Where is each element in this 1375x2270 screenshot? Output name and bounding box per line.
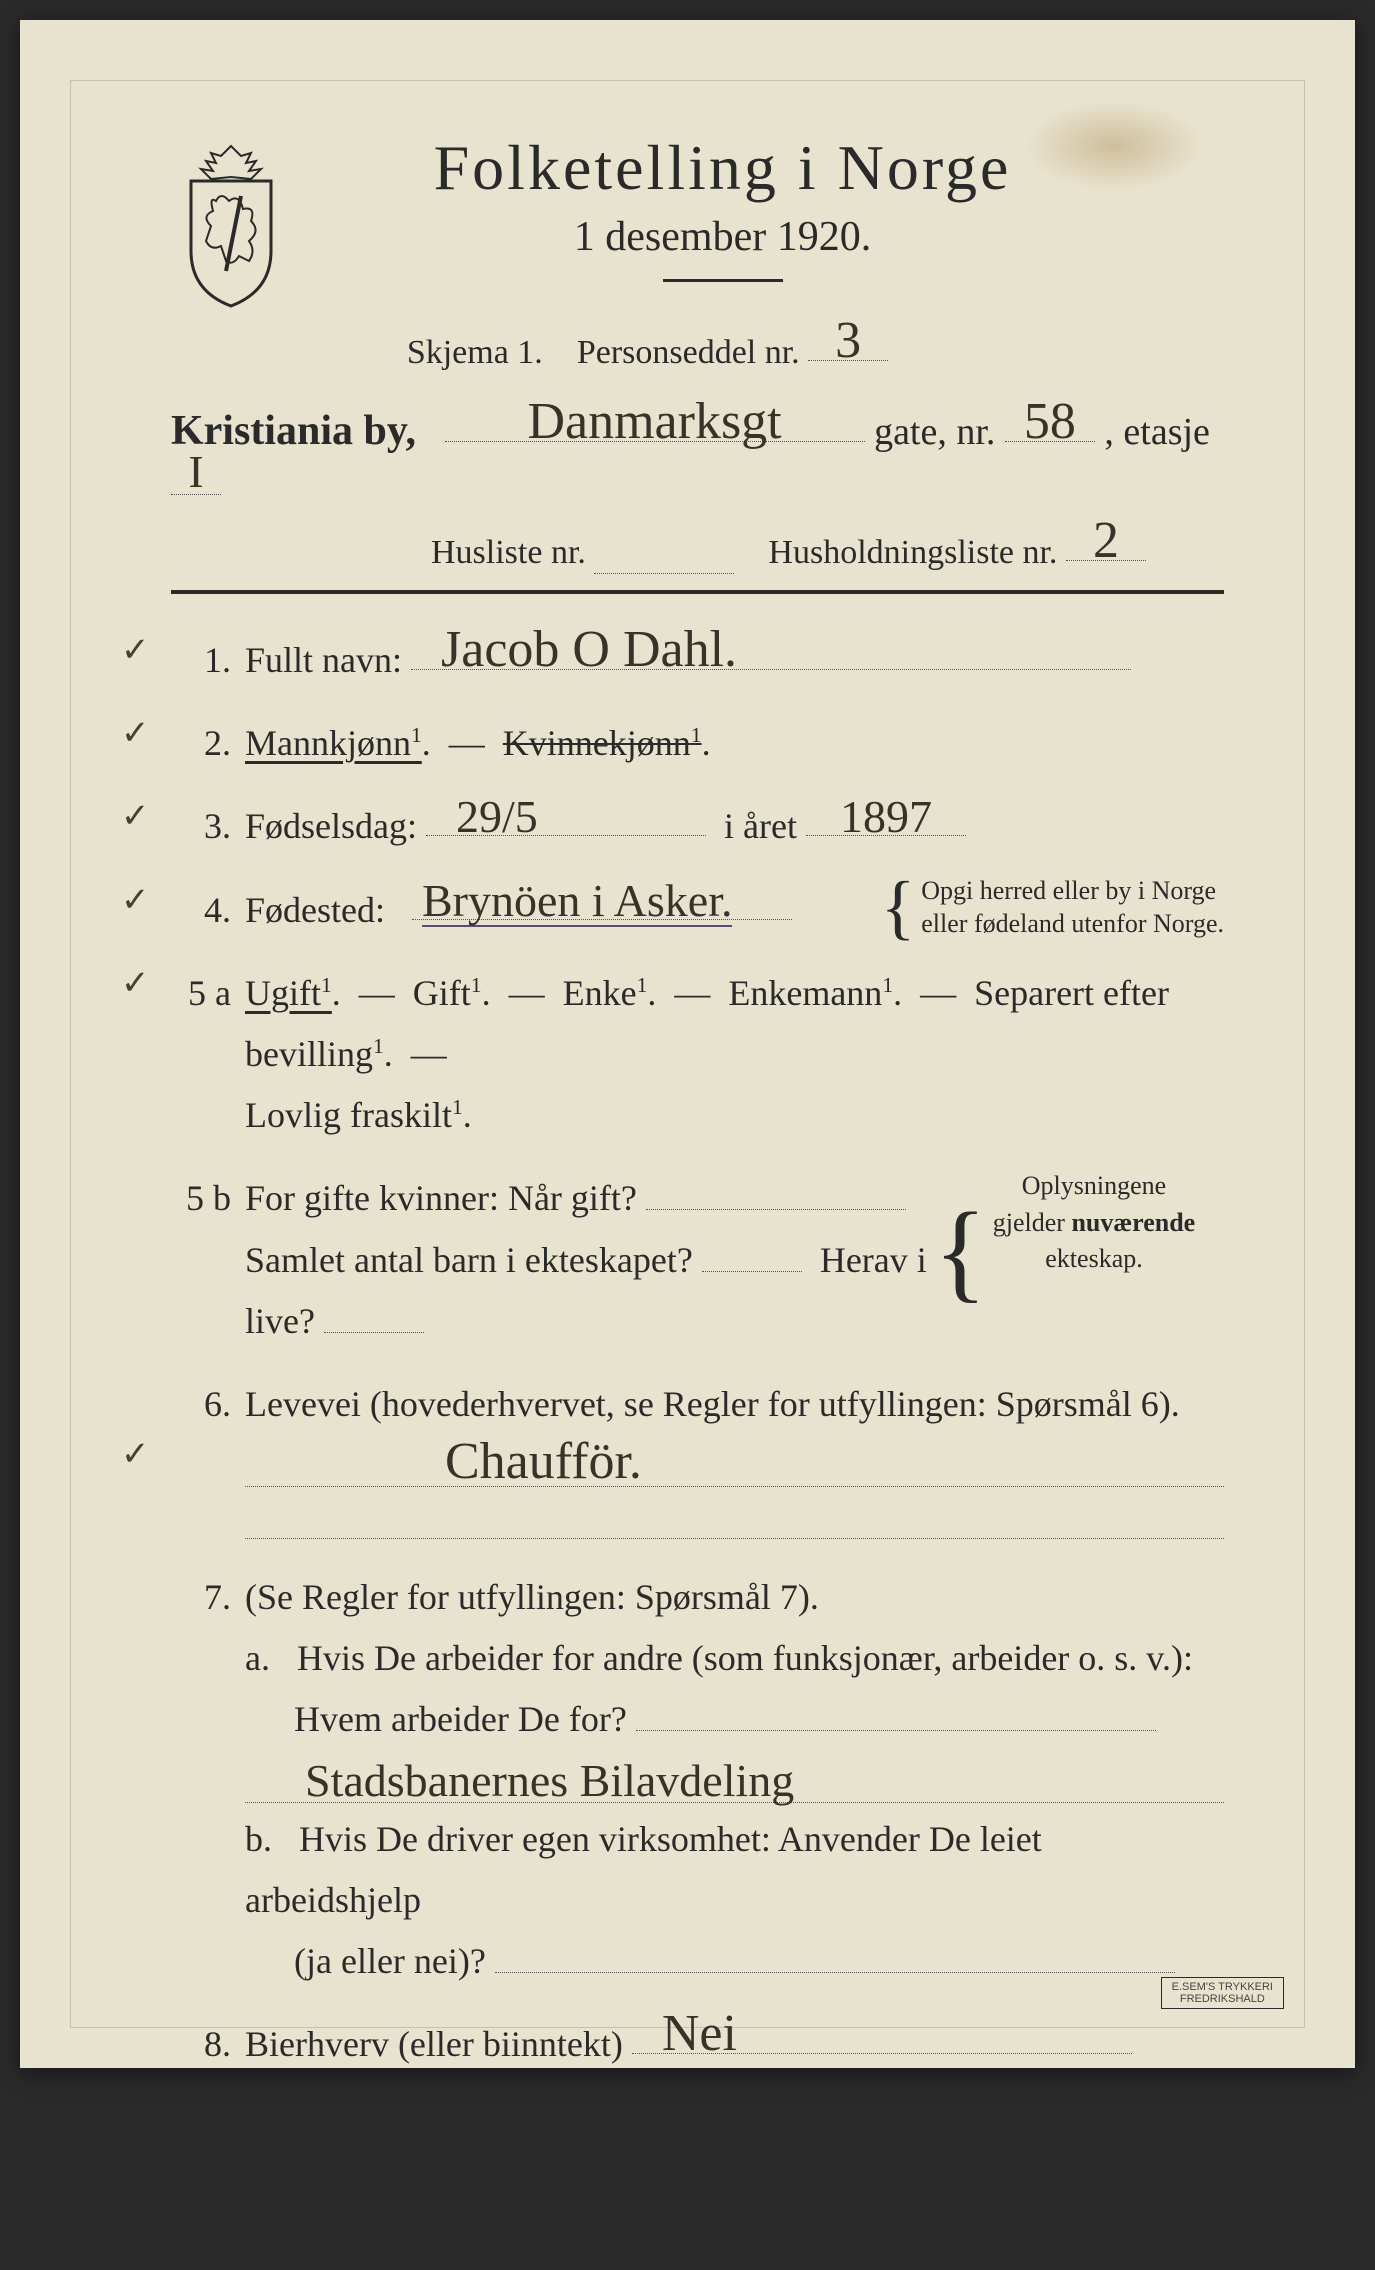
document-inner: Folketelling i Norge 1 desember 1920. Sk… xyxy=(70,80,1305,2028)
birth-day-value: 29/5 xyxy=(456,794,538,840)
status-separert: Separert efter bevilling1 xyxy=(245,973,1169,1074)
section-divider xyxy=(171,590,1224,594)
q7a-answer-line: Stadsbanernes Bilavdeling xyxy=(245,1757,1224,1803)
q5b-l1: For gifte kvinner: Når gift? xyxy=(245,1178,637,1218)
status-enke: Enke1 xyxy=(563,973,648,1013)
husholdning-nr-value: 2 xyxy=(1093,515,1119,567)
question-5a: ✓ 5 a Ugift1. — Gift1. — Enke1. — Enkema… xyxy=(171,963,1224,1147)
document-page: Folketelling i Norge 1 desember 1920. Sk… xyxy=(20,20,1355,2068)
address-line: Kristiania by, Danmarksgt gate, nr. 58 ,… xyxy=(171,402,1224,503)
footnote-rule xyxy=(171,2221,411,2223)
main-title: Folketelling i Norge xyxy=(321,131,1124,205)
q7b-l2: (ja eller nei)? xyxy=(294,1941,486,1981)
q2-num: 2. xyxy=(171,722,231,764)
occupation-value: Chaufför. xyxy=(445,1436,642,1488)
question-1: ✓ 1. Fullt navn: Jacob O Dahl. xyxy=(171,630,1224,691)
q5b-note-l1: Oplysningene xyxy=(1022,1171,1166,1200)
coat-of-arms-icon xyxy=(171,141,291,311)
q4-note-l1: Opgi herred eller by i Norge xyxy=(921,876,1216,905)
q6-label: Levevei (hovederhvervet, se Regler for u… xyxy=(245,1384,1180,1424)
birth-year-value: 1897 xyxy=(840,794,932,840)
question-5b: 5 b For gifte kvinner: Når gift? Samlet … xyxy=(171,1168,1224,1352)
q3-label1: Fødselsdag: xyxy=(245,806,417,846)
q7a-l1: Hvis De arbeider for andre (som funksjon… xyxy=(297,1638,1193,1678)
check-mark-icon: ✓ xyxy=(121,796,150,836)
question-4: ✓ 4. Fødested: Brynöen i Asker. { Opgi h… xyxy=(171,880,1224,941)
husliste-line: Husliste nr. Husholdningsliste nr. 2 xyxy=(171,521,1224,574)
q3-label2: i året xyxy=(724,806,797,846)
q7a-l2: Hvem arbeider De for? xyxy=(294,1699,627,1739)
paper-stain xyxy=(1024,101,1204,191)
full-name-value: Jacob O Dahl. xyxy=(441,624,737,676)
check-mark-icon: ✓ xyxy=(121,630,150,670)
q1-num: 1. xyxy=(171,639,231,681)
q1-label: Fullt navn: xyxy=(245,640,402,680)
q6-answer-line: Chaufför. xyxy=(245,1441,1224,1487)
q5b-num: 5 b xyxy=(171,1177,231,1219)
side-occupation-value: Nei xyxy=(662,2008,737,2060)
question-6: ✓ 6. Levevei (hovederhvervet, se Regler … xyxy=(171,1374,1224,1545)
footnote: 1 Her kan svares ved tydelig understrekn… xyxy=(171,2242,1224,2270)
q5a-options: Ugift1. — Gift1. — Enke1. — Enkemann1. —… xyxy=(245,963,1224,1147)
check-mark-icon: ✓ xyxy=(121,880,150,920)
question-8: 8. Bierhverv (eller biinntekt) Nei xyxy=(171,2014,1224,2075)
status-fraskilt: Lovlig fraskilt1 xyxy=(245,1095,463,1135)
q7-label: (Se Regler for utfyllingen: Spørsmål 7). xyxy=(245,1577,819,1617)
gender-female: Kvinnekjønn1 xyxy=(503,723,702,763)
q4-note-l2: eller fødeland utenfor Norge. xyxy=(921,909,1224,938)
street-name-value: Danmarksgt xyxy=(527,396,781,448)
q5b-note-l2: gjelder nuværende xyxy=(993,1208,1195,1237)
q4-label: Fødested: xyxy=(245,890,385,930)
printer-stamp: E.SEM'S TRYKKERI FREDRIKSHALD xyxy=(1161,1977,1284,2009)
footnote-num: 1 xyxy=(171,2242,178,2258)
check-mark-icon: ✓ xyxy=(121,1434,150,1474)
footer-rule xyxy=(245,2125,1224,2127)
q3-num: 3. xyxy=(171,805,231,847)
skjema-label: Skjema 1. xyxy=(407,334,543,371)
form-id-line: Skjema 1. Personseddel nr. 3 xyxy=(171,321,1224,372)
q6-blank-line xyxy=(245,1493,1224,1539)
q7a-label: a. xyxy=(245,1638,270,1678)
status-ugift: Ugift1 xyxy=(245,973,332,1013)
q4-num: 4. xyxy=(171,889,231,931)
personseddel-nr: 3 xyxy=(835,315,861,367)
etasje-label: , etasje xyxy=(1104,411,1210,453)
q5a-num: 5 a xyxy=(171,972,231,1014)
q7-num: 7. xyxy=(171,1576,231,1618)
question-7: 7. (Se Regler for utfyllingen: Spørsmål … xyxy=(171,1567,1224,1992)
check-mark-icon: ✓ xyxy=(121,963,150,1003)
husliste-label: Husliste nr. xyxy=(431,534,586,571)
q6-num: 6. xyxy=(171,1383,231,1425)
title-rule xyxy=(663,279,783,282)
birthplace-value: Brynöen i Asker. xyxy=(422,878,732,927)
personseddel-label: Personseddel nr. xyxy=(577,334,800,371)
etasje-value: I xyxy=(188,449,203,495)
question-3: ✓ 3. Fødselsdag: 29/5 i året 1897 xyxy=(171,796,1224,857)
q4-note: { Opgi herred eller by i Norge eller fød… xyxy=(881,874,1224,942)
status-enkemann: Enkemann1 xyxy=(728,973,893,1013)
employer-value: Stadsbanernes Bilavdeling xyxy=(305,1758,794,1804)
husholdning-label: Husholdningsliste nr. xyxy=(768,534,1057,571)
printer-l1: E.SEM'S TRYKKERI xyxy=(1172,1981,1273,1993)
question-2: ✓ 2. Mannkjønn1. — Kvinnekjønn1. xyxy=(171,713,1224,774)
q5b-l2a: Samlet antal barn i ekteskapet? xyxy=(245,1240,693,1280)
check-mark-icon: ✓ xyxy=(121,713,150,753)
city-label: Kristiania by, xyxy=(171,408,416,454)
q7b-l1: Hvis De driver egen virksomhet: Anvender… xyxy=(245,1819,1042,1920)
q8-label: Bierhverv (eller biinntekt) xyxy=(245,2024,623,2064)
status-gift: Gift1 xyxy=(413,973,482,1013)
q7b-label: b. xyxy=(245,1819,272,1859)
q5b-note: { Oplysningene gjelder nuværende ekteska… xyxy=(964,1168,1224,1277)
q5b-note-l3: ekteskap. xyxy=(1045,1244,1142,1273)
gate-nr-value: 58 xyxy=(1024,396,1076,448)
subtitle: 1 desember 1920. xyxy=(321,213,1124,261)
q8-num: 8. xyxy=(171,2023,231,2065)
gate-label: gate, nr. xyxy=(874,411,995,453)
footer-note: Har man ingen biinntekt av nogen betydni… xyxy=(245,2157,1224,2187)
printer-l2: FREDRIKSHALD xyxy=(1180,1993,1265,2005)
gender-male: Mannkjønn1 xyxy=(245,723,422,763)
